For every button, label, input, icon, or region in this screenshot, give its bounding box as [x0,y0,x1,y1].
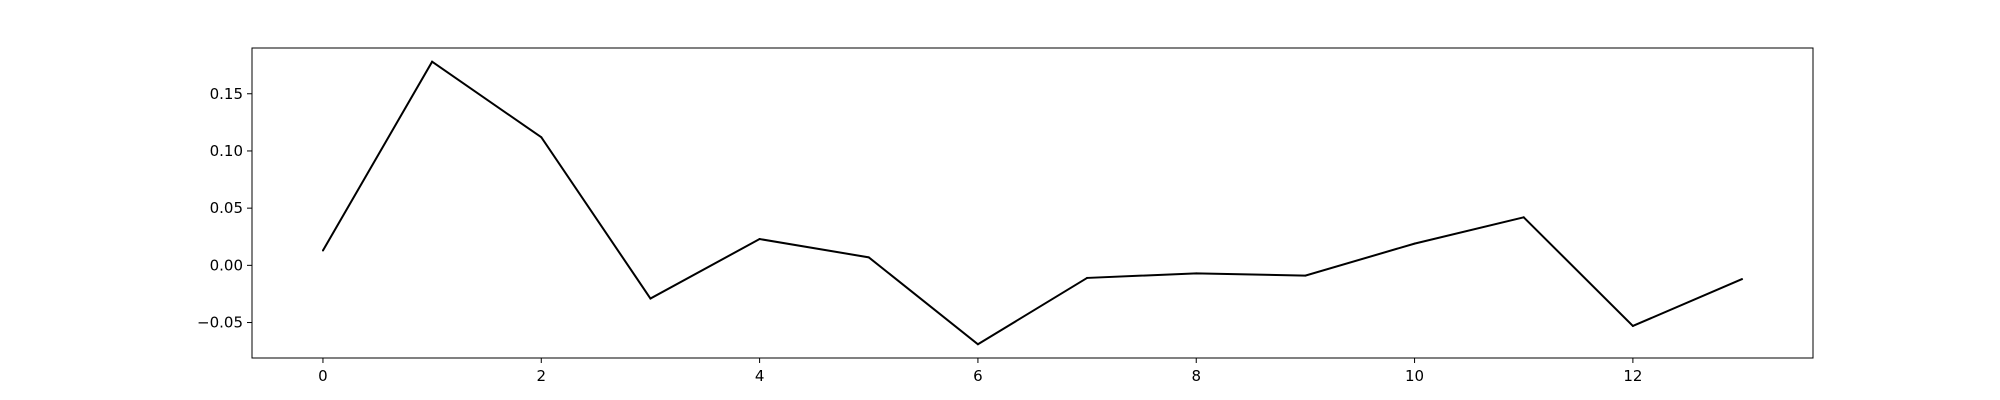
series-line [322,60,1743,346]
y-tick-label: 0.10 [210,142,243,160]
y-tick-label: 0.15 [210,85,243,103]
y-axis-ticks: −0.05 0.00 0.05 0.10 0.15 [197,85,252,332]
x-tick-label: 2 [537,367,547,385]
x-axis-ticks: 0 2 4 6 8 10 12 [318,358,1642,385]
data-point [540,136,543,139]
data-point [1195,272,1198,275]
y-tick-label: 0.00 [210,256,243,274]
x-tick-label: 4 [755,367,765,385]
data-point [758,238,761,241]
x-tick-label: 10 [1405,367,1424,385]
data-point [1304,274,1307,277]
x-tick-label: 12 [1623,367,1642,385]
series-points [321,60,1744,346]
x-tick-label: 6 [973,367,983,385]
data-point [867,256,870,259]
data-point [976,343,979,346]
data-point [1741,278,1744,281]
y-tick-label: 0.05 [210,199,243,217]
plot-frame [251,47,1814,359]
data-point [1086,276,1089,279]
x-tick-label: 0 [318,367,328,385]
y-tick-label: −0.05 [197,314,243,332]
data-point [1413,242,1416,245]
x-tick-label: 8 [1191,367,1201,385]
data-point [1522,216,1525,219]
data-point [649,297,652,300]
data-point [431,60,434,63]
data-point [1631,324,1634,327]
data-point [321,249,324,252]
